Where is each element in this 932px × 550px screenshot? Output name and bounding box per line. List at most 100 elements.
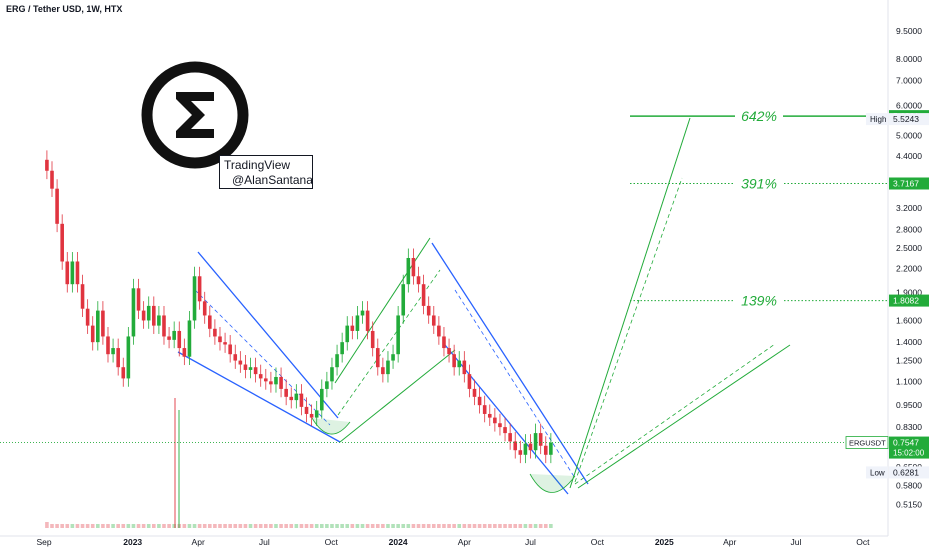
candle-body xyxy=(549,442,553,455)
price-axis[interactable]: 9.5000 8.0000 7.0000 6.0000 5.0000 4.4000 3.20… xyxy=(845,0,929,536)
volume-bar xyxy=(131,524,136,528)
volume-bar xyxy=(431,524,436,528)
price-tag-label-bg xyxy=(866,466,888,479)
volume-bar xyxy=(70,524,75,528)
candle-body xyxy=(80,284,85,309)
volume-bar xyxy=(304,524,309,528)
volume-bar xyxy=(106,524,110,528)
price-tag-value: 1.8082 xyxy=(893,296,919,306)
volume-bar xyxy=(274,524,278,528)
price-tick-label: 5.0000 xyxy=(896,130,922,140)
wedge-line xyxy=(194,289,331,426)
candle-body xyxy=(223,342,227,345)
volume-bar xyxy=(208,524,212,528)
target-label: 139% xyxy=(741,293,777,309)
price-tag-bg xyxy=(889,466,929,479)
candle-body xyxy=(208,315,212,329)
time-tick-label: Jul xyxy=(790,537,801,547)
candle-body xyxy=(182,348,187,357)
price-tick-label: 0.5800 xyxy=(896,480,922,490)
volume-bar xyxy=(503,524,507,528)
bottom-highlight xyxy=(529,473,576,493)
candle-body xyxy=(406,257,411,285)
volume-bar xyxy=(447,524,451,528)
volume-bar xyxy=(178,410,180,528)
volume-bar xyxy=(335,524,339,528)
candle-body xyxy=(477,396,482,406)
volume-bar xyxy=(518,524,523,528)
projection-line xyxy=(574,343,776,485)
candle-body xyxy=(365,310,370,331)
volume-bar xyxy=(462,524,467,528)
volume-bar xyxy=(289,524,294,528)
price-tick-label: 7.0000 xyxy=(896,76,922,86)
candle-body xyxy=(65,261,70,285)
candle-body xyxy=(96,310,100,343)
candle-body xyxy=(457,360,462,368)
candle-body xyxy=(121,367,126,379)
volume-bar xyxy=(325,524,329,528)
time-tick-label: Sep xyxy=(36,537,51,547)
volume-bar xyxy=(457,524,462,528)
volume-bar xyxy=(50,524,54,528)
candle-body xyxy=(167,336,171,340)
candle-body xyxy=(431,315,436,326)
candle-body xyxy=(55,188,59,224)
candles xyxy=(45,150,553,464)
volume-bar xyxy=(386,524,390,528)
candle-body xyxy=(375,348,380,368)
candle-body xyxy=(523,443,528,455)
volume-bar xyxy=(523,524,528,528)
candle-body xyxy=(528,443,533,451)
price-tick-label: 1.4000 xyxy=(896,337,922,347)
volume-bar xyxy=(202,524,207,528)
volume-bar xyxy=(452,524,456,528)
wedge-line xyxy=(454,289,576,479)
volume-bar xyxy=(213,524,217,528)
price-tag-label-bg xyxy=(866,113,888,126)
price-tick-label: 4.4000 xyxy=(896,151,922,161)
volume-bar xyxy=(472,524,477,528)
symbol-tag-label: ERGUSDT xyxy=(849,439,886,448)
time-tick-label: Oct xyxy=(591,537,605,547)
volume-bar xyxy=(269,524,273,528)
candle-body xyxy=(192,276,197,321)
time-tick-label: Apr xyxy=(192,537,205,547)
symbol-tag-bg xyxy=(845,436,889,449)
candle-body xyxy=(426,305,431,316)
price-tick-label: 9.5000 xyxy=(896,26,922,36)
volume-bar xyxy=(197,524,202,528)
candle-body xyxy=(381,367,385,375)
time-axis[interactable]: Sep 2023 Apr Jul Oct 2024 Apr Jul Oct 2025 Apr Jul O… xyxy=(0,535,888,547)
volume-bar xyxy=(263,524,268,528)
candle-body xyxy=(238,360,243,365)
volume-bar xyxy=(141,524,146,528)
candle-body xyxy=(452,354,456,368)
candle-body xyxy=(421,284,426,306)
volume-bar xyxy=(121,524,126,528)
candle-body xyxy=(462,360,467,375)
projection-line xyxy=(574,177,683,483)
volume-bar xyxy=(330,524,334,528)
candle-body xyxy=(482,405,487,414)
candle-body xyxy=(202,301,207,316)
volume-bar xyxy=(355,524,360,528)
volume-bar xyxy=(482,524,487,528)
candle-body xyxy=(157,315,161,326)
watermark-line2: @AlanSantana xyxy=(232,173,313,187)
volume-bar xyxy=(116,524,120,528)
time-tick-label: 2024 xyxy=(389,537,408,547)
volume-bar xyxy=(375,524,380,528)
time-tick-label: Apr xyxy=(723,537,736,547)
volume-bar xyxy=(218,524,222,528)
volume-bar xyxy=(294,524,299,528)
wedge-line xyxy=(177,351,341,443)
candle-body xyxy=(518,450,523,455)
candle-body xyxy=(503,427,507,434)
volume-bar xyxy=(528,524,533,528)
candle-body xyxy=(101,310,105,337)
chart-title: ERG / Tether USD, 1W, HTX xyxy=(6,4,123,14)
candle-body xyxy=(90,325,95,343)
candle-body xyxy=(396,315,400,355)
